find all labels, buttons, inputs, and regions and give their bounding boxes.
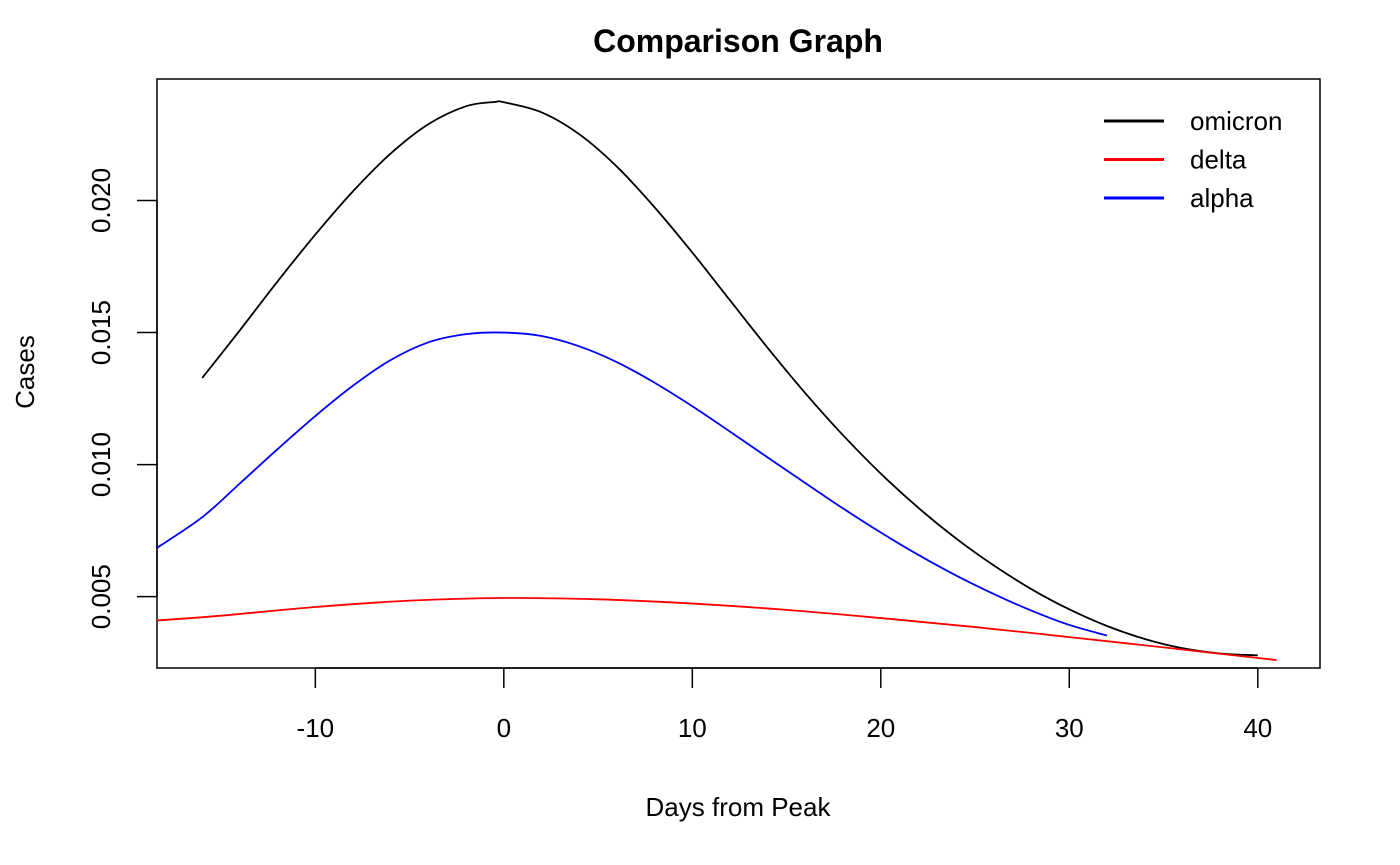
- series-line-omicron: [201, 100, 1258, 657]
- y-tick-label: 0.005: [86, 564, 116, 629]
- x-tick-label: 30: [1055, 713, 1084, 743]
- x-tick-label: 20: [866, 713, 895, 743]
- series-line-delta: [157, 597, 1277, 661]
- y-tick-label: 0.020: [86, 168, 116, 233]
- y-tick-label: 0.015: [86, 300, 116, 365]
- legend-label-omicron: omicron: [1190, 106, 1282, 136]
- x-tick-label: 0: [497, 713, 511, 743]
- x-tick-label: 10: [678, 713, 707, 743]
- x-axis: -10 0 10 20 30 40: [297, 667, 1272, 743]
- y-axis-label: Cases: [10, 335, 40, 409]
- y-axis: 0.005 0.010 0.015 0.020: [86, 168, 158, 629]
- y-tick-label: 0.010: [86, 432, 116, 497]
- x-tick-label: 40: [1243, 713, 1272, 743]
- series-layer: [157, 100, 1277, 661]
- x-axis-label: Days from Peak: [646, 792, 832, 822]
- legend-label-alpha: alpha: [1190, 183, 1254, 213]
- plot-frame: [156, 78, 1321, 669]
- legend: omicron delta alpha: [1104, 106, 1282, 213]
- chart-title: Comparison Graph: [593, 23, 883, 59]
- series-line-alpha: [157, 331, 1108, 637]
- legend-label-delta: delta: [1190, 145, 1247, 175]
- x-tick-label: -10: [297, 713, 335, 743]
